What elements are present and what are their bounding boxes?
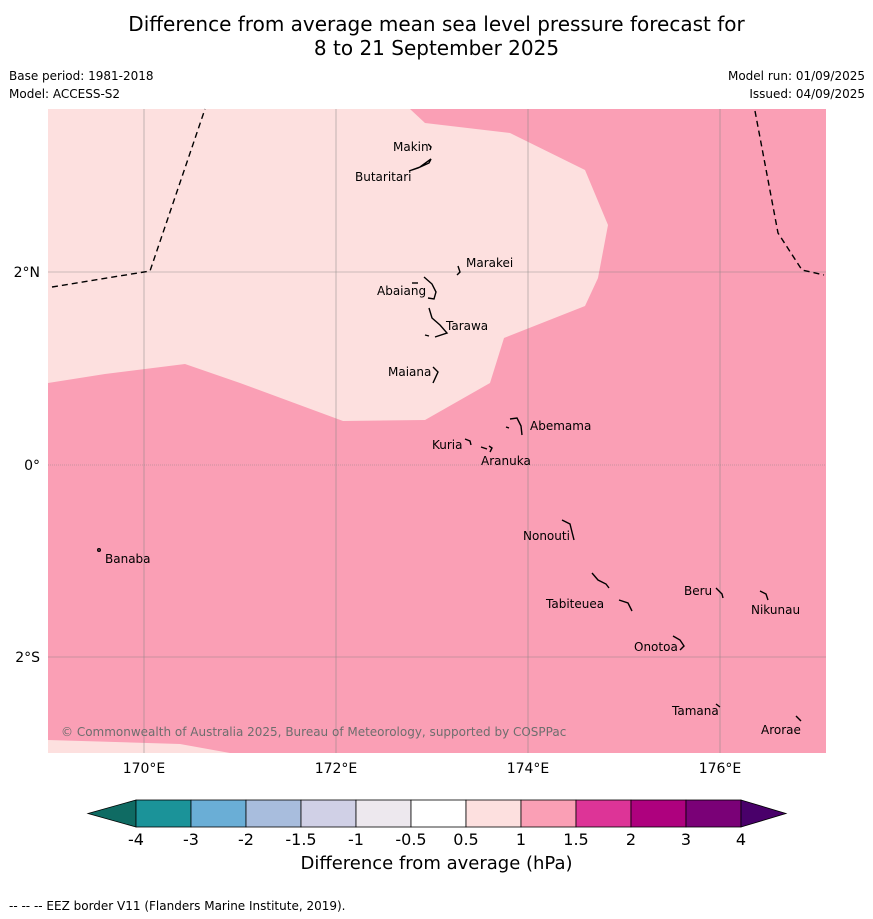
copyright-notice: © Commonwealth of Australia 2025, Bureau… — [61, 725, 566, 739]
pressure-region-0.5-to-1 — [48, 109, 608, 421]
label-kuria: Kuria — [432, 438, 463, 452]
island-nikunau — [759, 590, 769, 601]
meta-right: Model run: 01/09/2025 Issued: 04/09/2025 — [728, 67, 865, 103]
island-tarawa-west — [424, 334, 430, 337]
gridlines — [48, 109, 826, 753]
label-maiana: Maiana — [388, 365, 431, 379]
eez-border — [51, 108, 825, 288]
colorbar-segment — [410, 799, 467, 828]
island-makin — [427, 143, 432, 151]
colorbar-tick-label: -1 — [348, 830, 364, 849]
island-banaba — [96, 548, 101, 553]
label-nonouti: Nonouti — [523, 529, 570, 543]
colorbar-segment — [300, 799, 357, 828]
colorbar-tick-label: -0.5 — [395, 830, 426, 849]
colorbar-segment — [685, 799, 742, 828]
eez-border-east — [754, 110, 825, 276]
islands — [96, 143, 802, 722]
island-nonouti — [561, 519, 575, 541]
island-abemama — [509, 417, 523, 436]
colorbar-label: Difference from average (hPa) — [300, 853, 573, 874]
label-beru: Beru — [684, 584, 712, 598]
label-tarawa: Tarawa — [445, 319, 488, 333]
label-makin: Makin — [393, 140, 429, 154]
colorbar-tick-label: 4 — [736, 830, 746, 849]
pressure-region-0.5-to-1-south — [48, 740, 230, 753]
lat-tick-0: 0° — [24, 458, 40, 474]
place-labels: Makin Butaritari Marakei Abaiang Tarawa … — [105, 140, 801, 737]
colorbar-segment — [355, 799, 412, 828]
island-onotoa — [672, 635, 685, 651]
colorbar-segment — [575, 799, 632, 828]
colorbar-over-arrow — [740, 799, 788, 828]
island-beru — [715, 587, 724, 599]
lat-tick-2s: 2°S — [15, 650, 40, 666]
island-maiana — [432, 366, 439, 384]
label-abaiang: Abaiang — [377, 284, 426, 298]
base-period-text: Base period: 1981-2018 — [9, 69, 154, 83]
island-tabiteuea-south — [618, 599, 633, 612]
label-nikunau: Nikunau — [751, 603, 800, 617]
island-tarawa — [428, 307, 449, 338]
lon-tick-172e: 172°E — [315, 761, 358, 777]
colorbar-tick-label: 0.5 — [453, 830, 478, 849]
colorbar: -4 -3 -2 -1.5 -1 -0.5 0.5 1 1.5 2 3 4 — [86, 799, 788, 849]
footnote-eez: -- -- -- EEZ border V11 (Flanders Marine… — [9, 899, 346, 913]
model-text: Model: ACCESS-S2 — [9, 87, 121, 101]
island-marakei — [456, 265, 461, 276]
label-onotoa: Onotoa — [634, 640, 678, 654]
chart-title: Difference from average mean sea level p… — [0, 12, 873, 60]
island-arorae — [795, 715, 802, 722]
colorbar-segment — [630, 799, 687, 828]
colorbar-segment — [190, 799, 247, 828]
label-abemama: Abemama — [530, 419, 591, 433]
colorbar-under-arrow — [86, 799, 137, 828]
meta-left: Base period: 1981-2018 Model: ACCESS-S2 — [9, 67, 154, 103]
label-butaritari: Butaritari — [355, 170, 412, 184]
island-aranuka — [480, 445, 493, 453]
label-arorae: Arorae — [761, 723, 801, 737]
label-banaba: Banaba — [105, 552, 151, 566]
island-tabiteuea-north — [591, 572, 610, 589]
lat-tick-2n: 2°N — [14, 265, 40, 281]
issued-text: Issued: 04/09/2025 — [749, 87, 865, 101]
island-kuria — [464, 438, 472, 446]
label-tamana: Tamana — [671, 704, 719, 718]
axis-labels: 2°N 0° 2°S 170°E 172°E 174°E 176°E — [14, 265, 742, 777]
island-abaiang — [423, 276, 437, 300]
colorbar-tick-label: -3 — [183, 830, 199, 849]
colorbar-tick-label: 1 — [516, 830, 526, 849]
title-line-1: Difference from average mean sea level p… — [128, 12, 745, 36]
lon-tick-170e: 170°E — [123, 761, 166, 777]
label-aranuka: Aranuka — [481, 454, 531, 468]
colorbar-tick-label: 3 — [681, 830, 691, 849]
colorbar-tick-label: 1.5 — [563, 830, 588, 849]
colorbar-tick-label: 2 — [626, 830, 636, 849]
colorbar-segment — [135, 799, 192, 828]
label-tabiteuea: Tabiteuea — [545, 597, 604, 611]
lon-tick-174e: 174°E — [507, 761, 550, 777]
colorbar-tick-label: -1.5 — [285, 830, 316, 849]
colorbar-tick-label: -2 — [238, 830, 254, 849]
island-butaritari — [408, 158, 432, 172]
model-run-text: Model run: 01/09/2025 — [727, 69, 865, 83]
colorbar-segment — [245, 799, 302, 828]
island-abemama-islet — [505, 426, 510, 429]
colorbar-segment — [520, 799, 577, 828]
title-line-2: 8 to 21 September 2025 — [313, 36, 560, 60]
lon-tick-176e: 176°E — [699, 761, 742, 777]
eez-border-west — [51, 108, 206, 288]
colorbar-tick-label: -4 — [128, 830, 144, 849]
label-marakei: Marakei — [466, 256, 513, 270]
island-tamana — [715, 703, 721, 708]
colorbar-segment — [465, 799, 522, 828]
